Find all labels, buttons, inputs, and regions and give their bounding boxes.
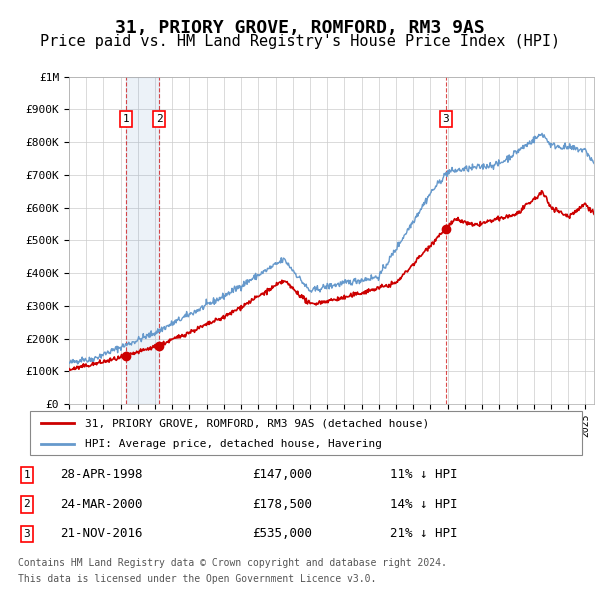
Text: 24-MAR-2000: 24-MAR-2000 [60,498,143,511]
Text: 28-APR-1998: 28-APR-1998 [60,468,143,481]
Text: 3: 3 [23,529,31,539]
Text: 2: 2 [155,114,163,124]
Text: 31, PRIORY GROVE, ROMFORD, RM3 9AS (detached house): 31, PRIORY GROVE, ROMFORD, RM3 9AS (deta… [85,418,430,428]
Text: 11% ↓ HPI: 11% ↓ HPI [390,468,458,481]
FancyBboxPatch shape [30,411,582,455]
Text: 14% ↓ HPI: 14% ↓ HPI [390,498,458,511]
Text: £178,500: £178,500 [252,498,312,511]
Text: 21% ↓ HPI: 21% ↓ HPI [390,527,458,540]
Text: 3: 3 [442,114,449,124]
Text: 2: 2 [23,500,31,509]
Bar [126,77,159,404]
Text: HPI: Average price, detached house, Havering: HPI: Average price, detached house, Have… [85,438,382,448]
Text: 1: 1 [23,470,31,480]
Text: 21-NOV-2016: 21-NOV-2016 [60,527,143,540]
Text: 1: 1 [123,114,130,124]
Text: £147,000: £147,000 [252,468,312,481]
Text: Price paid vs. HM Land Registry's House Price Index (HPI): Price paid vs. HM Land Registry's House … [40,34,560,48]
Text: £535,000: £535,000 [252,527,312,540]
Text: This data is licensed under the Open Government Licence v3.0.: This data is licensed under the Open Gov… [18,574,376,584]
Text: 31, PRIORY GROVE, ROMFORD, RM3 9AS: 31, PRIORY GROVE, ROMFORD, RM3 9AS [115,19,485,37]
Text: Contains HM Land Registry data © Crown copyright and database right 2024.: Contains HM Land Registry data © Crown c… [18,558,447,568]
